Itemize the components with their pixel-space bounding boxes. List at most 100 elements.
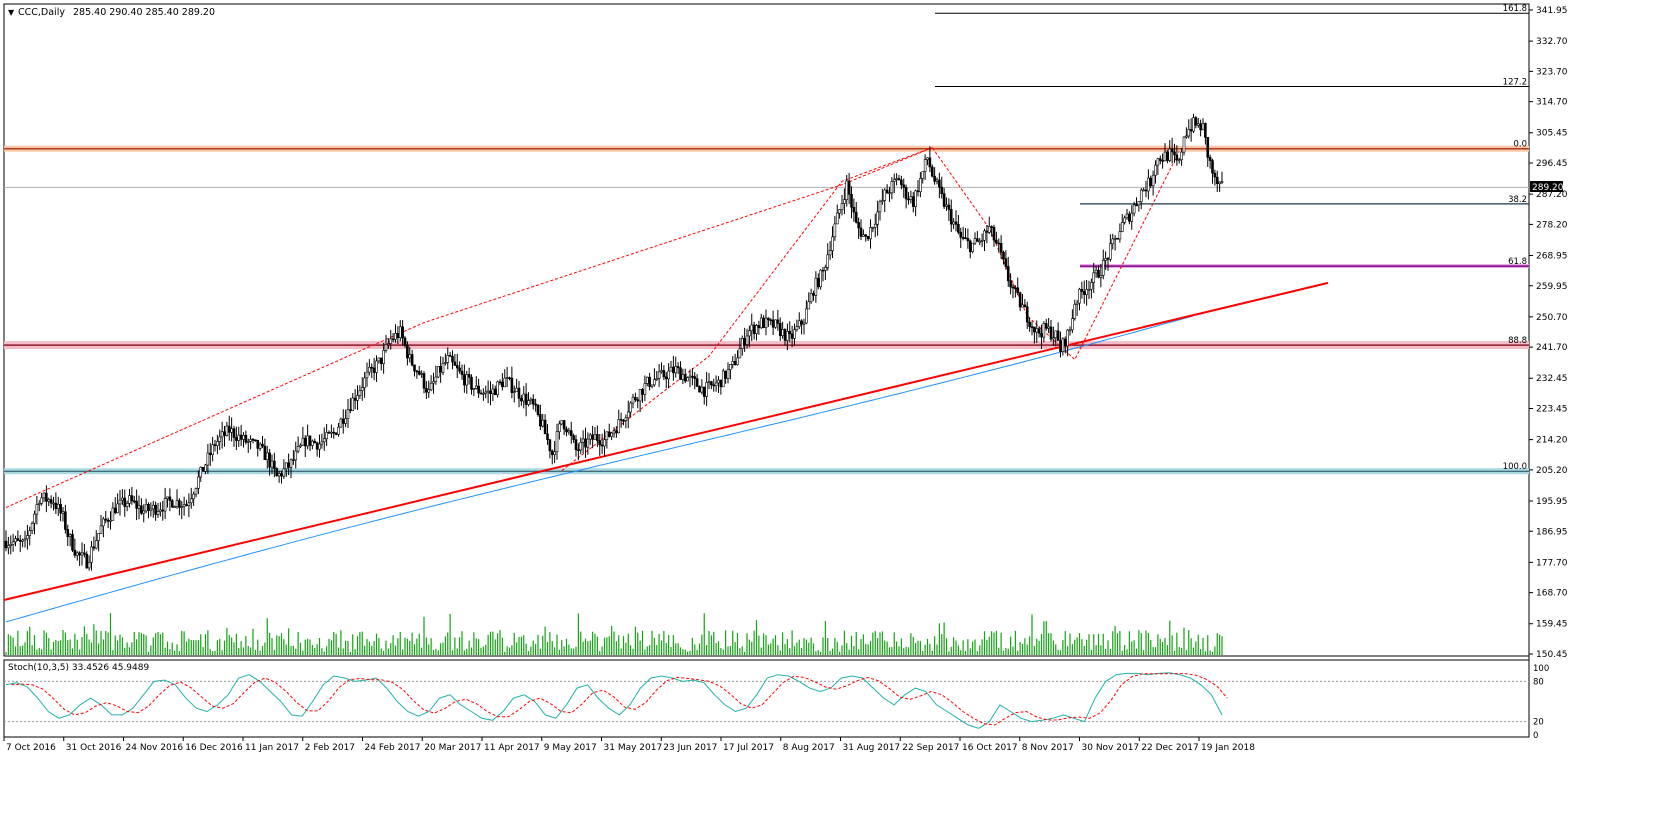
candle-body [769,319,773,322]
candle-body [1177,159,1181,162]
candle-body [289,459,293,468]
volume-bar [1007,648,1009,655]
volume-bar [850,635,853,655]
volume-bar [90,642,93,655]
volume-bar [259,650,261,655]
volume-bar [1069,633,1071,655]
volume-bar [1207,635,1209,655]
volume-bar [69,639,71,655]
candle-body [75,552,79,556]
volume-bar [736,632,739,655]
candle-body [843,199,846,204]
volume-bar [896,641,898,655]
candle-body [1144,189,1148,192]
candle-body [375,360,378,373]
candle-body [897,178,901,181]
candle-body [940,186,944,194]
volume-bar [1057,649,1059,655]
candle-body [389,338,393,344]
candle-body [99,525,103,534]
dropdown-arrow-icon[interactable]: ▼ [8,8,15,17]
volume-bar [178,651,180,655]
price-tick-label: 168.70 [1536,589,1568,599]
candle-body [109,519,112,522]
volume-bar [922,651,924,655]
volume-bar [1209,650,1211,655]
volume-bar [406,638,408,655]
candle-body [1168,148,1172,161]
candle-body [189,498,193,504]
volume-bar [513,632,515,655]
volume-bar [95,630,97,655]
fib-level-label: 38.2 [1508,195,1527,205]
candle-body [971,242,974,253]
candle-body [650,384,654,387]
volume-bar [383,650,385,655]
candle-body [249,439,252,442]
candle-body [102,518,105,527]
candle-body [1054,330,1058,338]
volume-bar [311,644,313,655]
volume-bar [278,636,280,655]
volume-bar [133,631,135,655]
candle-body [854,211,858,223]
volume-bar [489,631,492,655]
candle-body [729,364,732,370]
volume-bar [81,637,83,655]
candle-body [1182,136,1186,153]
candle-body [961,237,965,239]
volume-bar [157,632,159,655]
candle-body [624,417,628,421]
candle-body [1101,260,1105,276]
volume-bar [596,636,598,655]
volume-bar [444,636,446,655]
volume-bar [962,640,964,655]
candle-body [1208,157,1212,161]
candle-body [740,338,744,349]
candle-body [313,440,317,444]
volume-bar [646,646,648,655]
volume-bar [793,646,796,655]
volume-bar [454,637,456,655]
candle-body [1037,328,1041,334]
volume-bar [1090,649,1092,655]
candle-body [902,184,906,188]
volume-bar [295,648,297,655]
volume-bar [865,644,867,655]
candle-body [1163,151,1167,162]
candle-body [714,382,718,387]
candle-body [116,503,119,514]
fib-level-label: 61.8 [1508,257,1527,267]
candle-body [629,402,632,413]
candle-body [199,466,203,478]
candle-body [403,337,407,346]
volume-bar [207,630,209,655]
volume-bar [1026,644,1028,655]
candle-body [679,367,682,380]
candle-body [258,443,262,449]
candle-body [246,441,250,443]
volume-bar [981,639,983,655]
candle-body [45,492,48,502]
volume-bar [544,626,546,655]
volume-bar [1185,649,1187,655]
volume-bar [639,640,641,655]
volume-bar [580,631,582,655]
fib-labels: 161.8 127.2 0.0 38.2 61.8 88.8 100.0 [1503,4,1527,472]
volume-bar [915,642,917,655]
candle-body [455,365,459,369]
candle-body [809,293,813,303]
volume-bar [1017,650,1019,655]
candle-body [1135,204,1138,207]
candle-body [778,323,782,336]
volume-bar [1086,639,1088,655]
candle-body [1011,286,1015,289]
candle-body [736,357,739,365]
candle-body [1028,321,1031,328]
time-tick-label: 8 Aug 2017 [783,743,835,753]
candle-body [330,431,333,434]
candle-body [569,430,573,436]
candle-body [292,459,295,462]
volume-bar [428,644,430,655]
